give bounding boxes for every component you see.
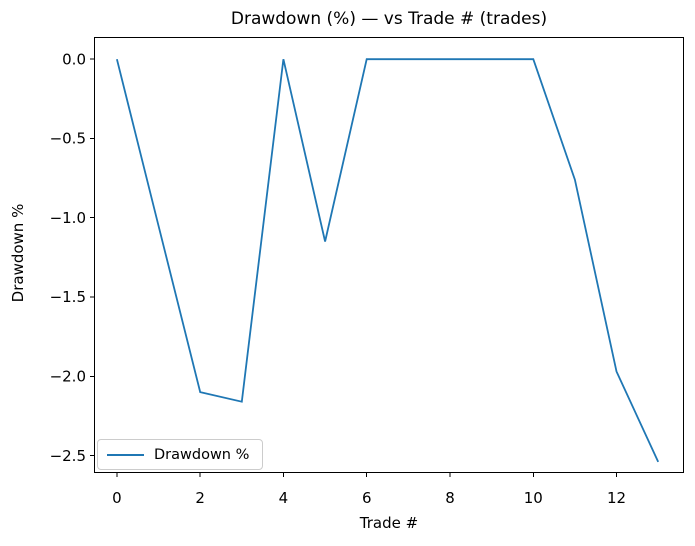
legend-entry-label: Drawdown % xyxy=(154,446,250,463)
chart-title: Drawdown (%) — vs Trade # (trades) xyxy=(230,9,548,29)
y-tick-label: −0.5 xyxy=(50,130,86,148)
y-tick-label: −2.5 xyxy=(50,447,86,465)
x-tick-label: 6 xyxy=(362,489,372,507)
x-tick-label: 8 xyxy=(445,489,455,507)
axes-frame xyxy=(94,37,684,473)
y-tick-label: −1.0 xyxy=(50,209,86,227)
y-tick-label: 0.0 xyxy=(62,50,86,68)
y-tick-label: −2.0 xyxy=(50,367,86,385)
x-tick-label: 2 xyxy=(195,489,205,507)
drawdown-line xyxy=(116,58,660,463)
x-tick-label: 10 xyxy=(524,489,543,507)
legend-box: Drawdown % xyxy=(97,439,263,470)
x-tick-label: 4 xyxy=(279,489,289,507)
x-tick-label: 0 xyxy=(112,489,122,507)
y-axis-ticks: 0.0 −0.5 −1.0 −1.5 −2.0 −2.5 xyxy=(50,50,94,465)
y-axis-label: Drawdown % xyxy=(9,203,27,303)
x-axis-label: Trade # xyxy=(359,514,419,532)
y-tick-label: −1.5 xyxy=(50,288,86,306)
legend-line-swatch xyxy=(107,453,144,456)
x-tick-label: 12 xyxy=(607,489,626,507)
x-axis-ticks: 0 2 4 6 8 10 12 xyxy=(112,473,626,507)
series-lines xyxy=(116,58,660,463)
